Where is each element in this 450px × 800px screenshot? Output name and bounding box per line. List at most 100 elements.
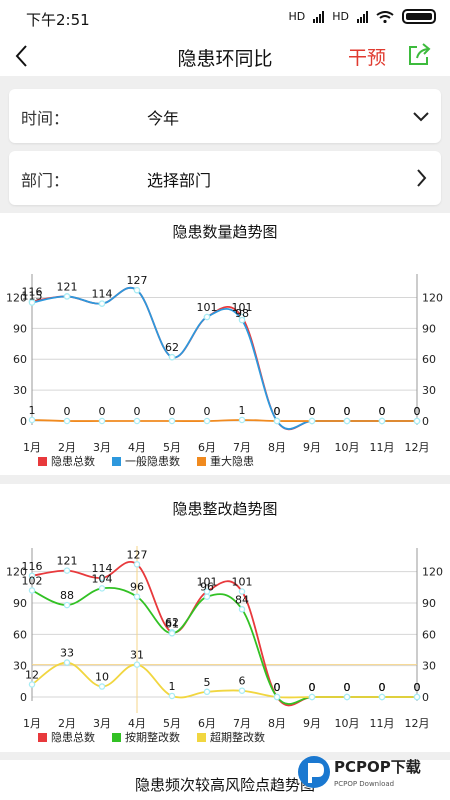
- data-label: 121: [57, 280, 78, 293]
- data-label: 0: [344, 405, 351, 418]
- data-label: 116: [22, 560, 43, 573]
- x-tick-label: 10月: [335, 441, 360, 454]
- data-label: 0: [414, 681, 421, 694]
- page-title: 隐患环同比: [177, 48, 273, 70]
- data-label: 1: [169, 680, 176, 693]
- x-tick-label: 12月: [405, 441, 430, 454]
- y-tick-label-left: 0: [20, 691, 27, 704]
- data-label: 101: [232, 301, 253, 314]
- data-point: [133, 417, 141, 425]
- chevron-down-icon: [413, 112, 429, 122]
- data-label: 114: [92, 288, 113, 301]
- legend-label-2: 重大隐患: [210, 454, 254, 468]
- department-filter[interactable]: 部门： 选择部门: [9, 151, 441, 205]
- data-point: [273, 693, 281, 701]
- data-label: 0: [274, 405, 281, 418]
- data-point: [133, 286, 141, 294]
- data-point: [308, 417, 316, 425]
- data-label: 0: [414, 681, 421, 694]
- data-point: [203, 417, 211, 425]
- data-label: 0: [379, 405, 386, 418]
- data-label: 127: [127, 548, 148, 561]
- data-point: [238, 316, 246, 324]
- data-label: 101: [232, 576, 253, 589]
- data-point: [238, 687, 246, 694]
- data-label: 62: [165, 616, 179, 629]
- x-tick-label: 3月: [93, 441, 111, 454]
- data-point: [343, 693, 351, 701]
- intervene-button[interactable]: 干预: [348, 47, 387, 69]
- data-label: 12: [25, 668, 39, 681]
- y-tick-label-right: 90: [422, 597, 436, 610]
- data-point: [238, 416, 246, 424]
- data-label: 0: [344, 681, 351, 694]
- data-label: 0: [379, 405, 386, 418]
- data-point: [98, 417, 106, 425]
- legend-swatch-0: [38, 733, 47, 742]
- x-tick-label: 2月: [58, 717, 76, 730]
- status-icons: HD HD: [289, 9, 436, 24]
- data-label: 84: [235, 593, 249, 606]
- data-label: 0: [169, 405, 176, 418]
- series-line-1: [31, 287, 417, 430]
- data-label: 116: [22, 286, 43, 299]
- series-line-1: [31, 587, 417, 705]
- data-label: 0: [379, 681, 386, 694]
- data-label: 104: [92, 572, 113, 585]
- data-point: [203, 313, 211, 321]
- data-point: [203, 688, 211, 696]
- data-label: 101: [197, 576, 218, 589]
- y-tick-label-right: 60: [422, 353, 436, 366]
- department-filter-value: 选择部门: [147, 171, 212, 190]
- data-label: 0: [379, 681, 386, 694]
- x-tick-label: 6月: [198, 717, 216, 730]
- series-line-2: [31, 661, 417, 699]
- chevron-right-icon: [417, 169, 427, 187]
- x-tick-label: 8月: [268, 717, 286, 730]
- back-arrow-icon[interactable]: [10, 40, 34, 72]
- data-label: 31: [130, 649, 144, 662]
- x-tick-label: 5月: [163, 441, 181, 454]
- y-tick-label-left: 60: [13, 353, 27, 366]
- x-tick-label: 4月: [128, 717, 146, 730]
- time-filter[interactable]: 时间： 今年: [9, 89, 441, 143]
- legend-label-1: 按期整改数: [125, 730, 180, 744]
- data-point: [63, 601, 71, 609]
- x-tick-label: 10月: [335, 717, 360, 730]
- watermark-mark-icon: PCPOP下载 PCPOP Download: [298, 756, 421, 788]
- data-point: [273, 417, 281, 425]
- battery-icon: [402, 9, 436, 24]
- y-tick-label-right: 120: [422, 291, 443, 304]
- data-point: [98, 683, 106, 690]
- x-tick-label: 1月: [23, 717, 41, 730]
- legend-swatch-1: [112, 457, 121, 466]
- watermark-sub: PCPOP Download: [334, 780, 394, 788]
- data-point: [28, 587, 36, 594]
- data-label: 101: [197, 301, 218, 314]
- data-label: 10: [95, 671, 109, 684]
- data-label: 96: [130, 581, 144, 594]
- y-tick-label-right: 30: [422, 384, 436, 397]
- y-tick-label-left: 120: [6, 291, 27, 304]
- watermark-logo: PCPOP下载 PCPOP Download: [292, 750, 442, 794]
- data-label: 115: [22, 290, 43, 303]
- data-label: 33: [60, 647, 74, 660]
- data-point: [168, 417, 176, 425]
- data-label: 0: [309, 681, 316, 694]
- series-line-0: [31, 561, 417, 707]
- wifi-icon: [376, 10, 394, 23]
- data-label: 1: [29, 404, 36, 417]
- data-label: 96: [200, 581, 214, 594]
- data-point: [168, 692, 176, 700]
- data-point: [238, 606, 246, 613]
- share-export-icon[interactable]: [405, 41, 433, 69]
- x-tick-label: 11月: [370, 441, 395, 454]
- y-tick-label-right: 90: [422, 322, 436, 335]
- time-filter-value: 今年: [147, 109, 180, 128]
- data-point: [133, 561, 141, 568]
- x-tick-label: 1月: [23, 441, 41, 454]
- data-point: [238, 588, 246, 595]
- data-label: 0: [274, 681, 281, 694]
